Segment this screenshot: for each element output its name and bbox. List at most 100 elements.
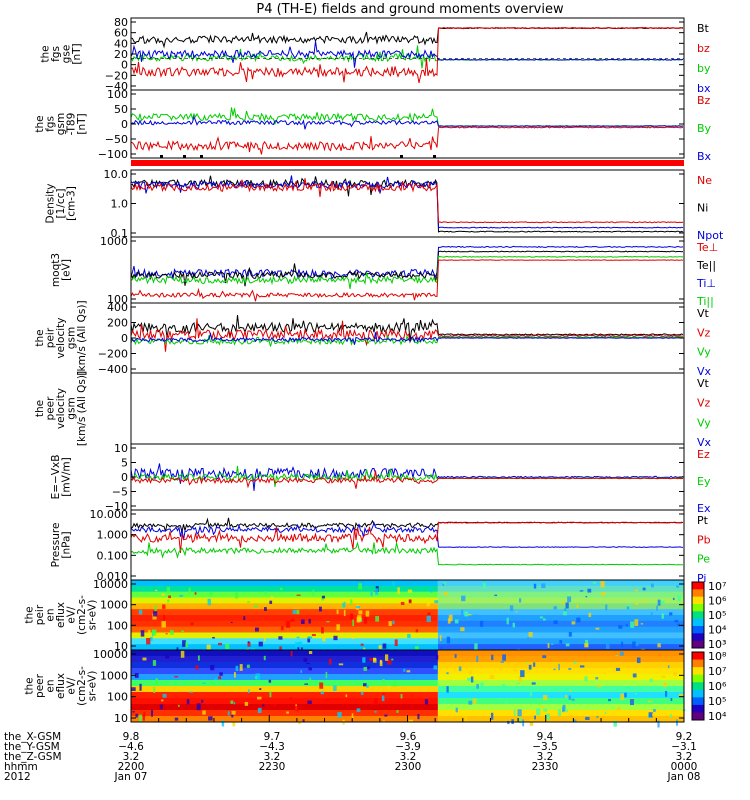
panel-ele_spec: 10⁸ 10⁷ 10⁶ 10⁵ 10⁴ 10000 1000 100 10 thepeerenef… xyxy=(24,648,727,728)
y-axis-label: Density xyxy=(45,184,57,224)
legend-label-Bx: Bx xyxy=(697,150,712,163)
legend-label-Vx: Vx xyxy=(697,365,712,378)
y-tick-label: −20 xyxy=(105,69,128,82)
legend-label-Ey: Ey xyxy=(697,475,711,488)
y-axis-label: eV/ xyxy=(66,677,78,695)
y-tick-label: 1000 xyxy=(100,599,128,612)
legend-label-Ne: Ne xyxy=(697,174,712,187)
x-axis-value: 2200 xyxy=(118,761,145,773)
y-axis-label: -T89 xyxy=(66,113,78,136)
x-axis-value: 3.2 xyxy=(123,751,140,763)
y-axis-label: [km/s (All Qs)] xyxy=(76,371,88,446)
legend-label-Vy: Vy xyxy=(697,346,711,359)
colorbar-label: 10⁴ xyxy=(708,624,727,637)
series-pressure-blue xyxy=(130,521,684,548)
x-row-label: hhmm xyxy=(4,761,38,773)
y-axis-label: sr-eV) xyxy=(87,600,99,631)
y-axis-label: en xyxy=(45,679,57,692)
y-tick-label: −5 xyxy=(112,486,128,499)
y-tick-label: 40 xyxy=(114,37,128,50)
x-axis-value: −3.9 xyxy=(395,741,421,753)
y-axis-label: [km/s (All Qs)] xyxy=(76,300,88,375)
x-row-label: 2012 xyxy=(4,771,31,783)
x-axis-value: 3.2 xyxy=(400,751,417,763)
x-row-label: the_Z-GSM xyxy=(4,751,62,763)
legend-label-Npot: Npot xyxy=(697,229,724,242)
legend-label-Vx: Vx xyxy=(697,436,712,449)
x-axis-value: 3.2 xyxy=(537,751,554,763)
legend-label-Pt: Pt xyxy=(697,514,709,527)
y-tick-label: 0 xyxy=(121,332,128,345)
colorbar-label: 10⁷ xyxy=(708,665,726,678)
x-axis-value: 2330 xyxy=(532,761,559,773)
legend-label-Te||: Te|| xyxy=(696,259,716,272)
chart-title: P4 (TH-E) fields and ground moments over… xyxy=(256,2,564,17)
y-tick-label: −100 xyxy=(98,148,128,161)
colorbar-label: 10³ xyxy=(708,638,726,651)
y-axis-label: eV/ xyxy=(66,606,78,624)
y-axis-label: gse xyxy=(60,45,72,64)
y-axis-label: Pressure xyxy=(50,523,62,568)
x-row-label: the_Y-GSM xyxy=(4,741,60,753)
legend-label-Ex: Ex xyxy=(697,502,711,515)
y-tick-label: 0.010 xyxy=(97,570,129,583)
y-axis-label: E=−VxB xyxy=(50,455,62,500)
legend-label-Bt: Bt xyxy=(697,22,710,35)
y-axis-label: the xyxy=(24,606,36,623)
y-axis-label: [nT] xyxy=(76,113,88,134)
y-axis-label: fgs xyxy=(50,46,62,62)
x-axis-value: 9.7 xyxy=(264,731,281,743)
x-axis-value: Jan 07 xyxy=(114,771,148,783)
x-row-label: the_X-GSM xyxy=(4,731,61,743)
series-temp-black xyxy=(130,250,684,287)
y-axis-label: velocity xyxy=(55,388,67,429)
y-axis-label: peir xyxy=(45,327,57,348)
series-vel_i-black xyxy=(130,315,684,341)
legend-label-Pi: Pi xyxy=(697,572,706,585)
y-axis-label: (cm2-s- xyxy=(76,595,88,635)
y-tick-label: 1.000 xyxy=(97,529,129,542)
y-tick-label: 10000 xyxy=(93,648,128,661)
x-axis-value: 2300 xyxy=(395,761,422,773)
y-tick-label: 400 xyxy=(107,301,128,314)
y-tick-label: −50 xyxy=(105,133,128,146)
colorbar-label: 10⁶ xyxy=(708,680,727,693)
y-axis-label: gsm xyxy=(66,327,78,349)
y-axis-label: [nPa] xyxy=(60,531,72,558)
y-axis-label: the xyxy=(34,329,46,346)
panel-temp: 1000 100 moqt3[eV] Te⊥ Te|| Ti⊥ Ti|| xyxy=(50,235,718,308)
legend-label-Pe: Pe xyxy=(697,553,710,566)
x-axis-value: −3.5 xyxy=(532,741,558,753)
x-axis-value: 3.2 xyxy=(676,751,693,763)
y-tick-label: 1000 xyxy=(100,669,128,682)
series-fgs_gsm-red xyxy=(130,126,684,155)
series-vel_i-blue xyxy=(130,331,684,345)
y-axis-label: the xyxy=(34,115,46,132)
y-axis-label: eflux xyxy=(55,673,67,699)
series-fgs_gsm-blue xyxy=(130,115,684,130)
legend-label-Vt: Vt xyxy=(697,307,710,320)
y-axis-label: en xyxy=(45,608,57,621)
y-tick-label: 100 xyxy=(107,293,128,306)
legend-label-Vy: Vy xyxy=(697,416,711,429)
y-tick-label: 10 xyxy=(114,712,128,725)
y-tick-label: 0 xyxy=(121,118,128,131)
y-axis-label: (cm2-s- xyxy=(76,666,88,706)
series-fgs-blue xyxy=(130,41,684,68)
y-tick-label: 10.000 xyxy=(90,508,129,521)
y-axis-label: gsm xyxy=(66,397,78,419)
colorbar-ele_spec: 10⁸ 10⁷ 10⁶ 10⁵ 10⁴ xyxy=(691,650,727,723)
x-axis-value: 3.2 xyxy=(264,751,281,763)
y-tick-label: 10 xyxy=(114,442,128,455)
y-axis-label: peir xyxy=(34,604,46,625)
y-tick-label: 10000 xyxy=(93,578,128,591)
y-tick-label: 200 xyxy=(107,317,128,330)
x-axis-value: 0000 xyxy=(671,761,698,773)
panel-density: 10.0 1.0 0.1 Density[1/cc][cm-3] Ne Ni Npot xyxy=(45,168,724,242)
series-temp-green xyxy=(130,255,684,289)
